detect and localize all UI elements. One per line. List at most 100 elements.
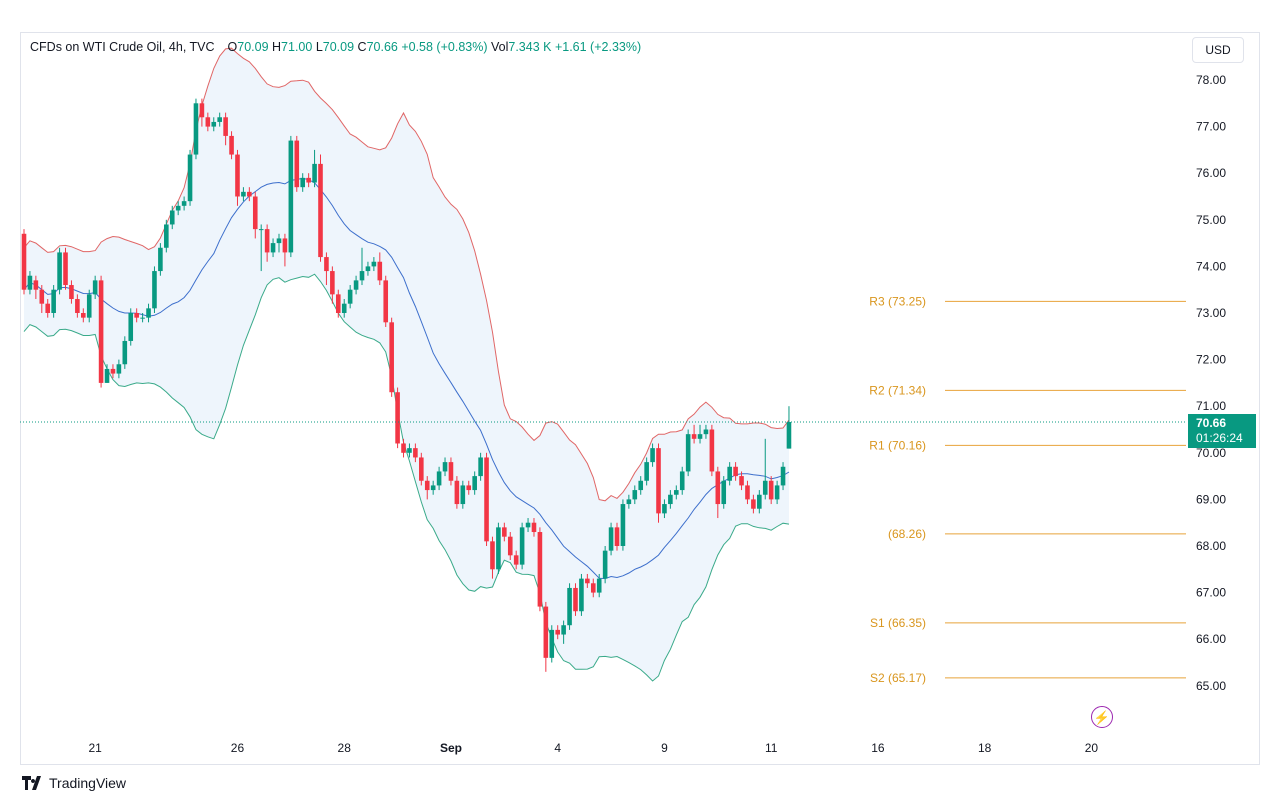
candle-body [555,629,560,635]
candle-body [614,527,620,546]
candle-body [638,480,644,491]
candle-body [786,422,792,449]
candle-body [276,238,282,244]
candle-body [656,448,661,514]
x-tick-label: 11 [765,741,778,755]
basis-line [23,177,790,580]
candle-body [579,578,584,612]
candle-body [709,429,715,472]
candle-body [205,117,211,127]
candle-body [632,490,638,500]
candle-body [448,462,454,481]
candle-body [774,485,780,500]
candle-body [104,368,110,383]
candle-body [365,266,371,272]
last-price: 70.66 [1196,416,1227,430]
candle-body [507,536,513,556]
candle-body [63,252,68,286]
candle-body [330,271,335,295]
candle-body [312,163,317,183]
candle-body [780,466,786,486]
candle-body [371,261,377,267]
candle-body [359,271,365,281]
candle-body [187,154,193,202]
pivot-level-label: S2 (65.17) [870,671,926,685]
candle-body [241,191,246,197]
chart-legend: CFDs on WTI Crude Oil, 4h, TVC O70.09 H7… [30,40,641,54]
lightning-icon[interactable]: ⚡ [1091,706,1113,728]
candle-body [602,550,608,579]
x-tick-label: 20 [1085,741,1099,755]
candle-body [650,448,655,463]
currency-selector-button[interactable]: USD [1192,37,1244,63]
x-tick-label: 21 [88,741,102,755]
candle-body [128,313,134,341]
y-tick-label: 77.00 [1196,120,1226,134]
candle-body [490,541,495,570]
x-tick-label: 4 [554,741,561,755]
candle-body [33,280,39,290]
candle-body [674,490,679,495]
legend-vol-change: +1.61 (+2.33%) [554,40,642,54]
x-tick-label: 18 [978,741,992,755]
candle-body [745,485,750,500]
pivot-level-label: R3 (73.25) [869,294,926,308]
candle-body [98,280,104,383]
legend-vol: 7.343 K [508,40,552,54]
candle-body [644,462,649,481]
x-tick-label: 26 [231,741,245,755]
candle-body [164,224,169,248]
candle-body [608,527,614,551]
candle-body [620,504,626,546]
candle-body [567,587,572,626]
candle-body [306,177,311,183]
candle-body [472,476,477,491]
y-tick-label: 78.00 [1196,73,1226,87]
candle-body [590,583,596,593]
candle-body [727,466,732,481]
candle-body [496,527,501,570]
candle-body [341,303,347,313]
candle-body [626,499,632,505]
candle-body [383,280,389,323]
pivot-level-label: (68.26) [888,527,926,541]
legend-open-label: O [227,40,238,54]
y-tick-label: 70.00 [1196,446,1226,460]
y-tick-label: 71.00 [1196,399,1226,413]
candle-body [81,313,86,318]
legend-vol-label: Vol [490,40,509,54]
candle-body [697,434,703,439]
candle-body [466,485,472,491]
candle-body [413,448,418,458]
candle-body [169,210,175,225]
candle-body [537,532,543,607]
candle-body [454,480,460,505]
candle-body [229,135,234,155]
candle-body [502,527,507,537]
candle-body [122,340,128,365]
candle-body [585,578,590,584]
candle-body [424,480,430,491]
candle-body [733,466,738,477]
candle-body [561,625,566,635]
candle-body [21,233,27,290]
candle-body [217,117,222,122]
chart-frame[interactable] [20,32,1260,765]
legend-close-label: C [357,40,367,54]
y-tick-label: 67.00 [1196,586,1226,600]
candle-body [270,243,276,253]
candle-body [152,271,157,309]
pivot-level-label: S1 (66.35) [870,616,926,630]
candle-body [27,275,33,290]
y-tick-label: 66.00 [1196,632,1226,646]
legend-low-label: L [315,40,323,54]
candle-body [662,504,667,514]
candle-body [175,205,181,211]
candle-body [324,257,329,272]
candle-body [140,317,145,319]
y-tick-label: 76.00 [1196,166,1226,180]
candle-body [525,522,531,528]
tradingview-logo[interactable]: TradingView [22,775,126,791]
last-price-tag: 70.66 01:26:24 [1188,414,1256,448]
